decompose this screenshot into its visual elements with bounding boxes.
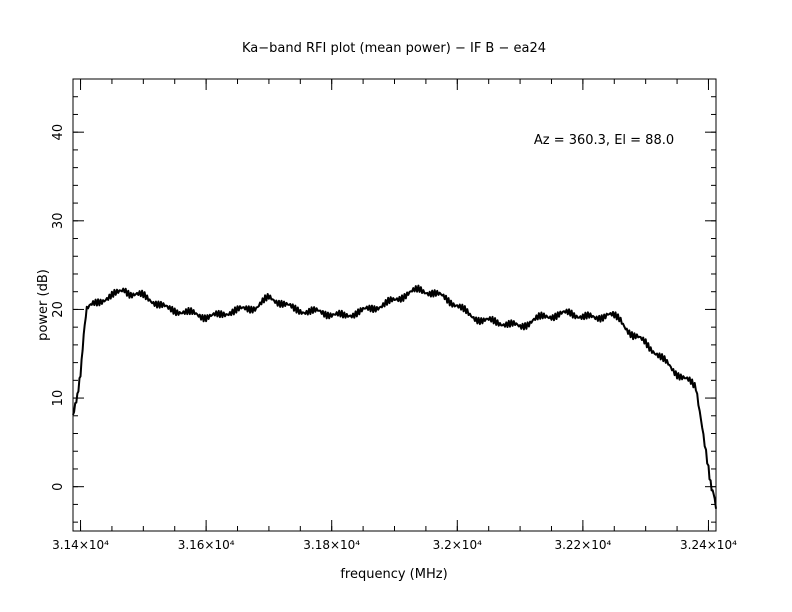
y-tick-label: 40 [51,124,66,141]
x-axis-ticks [80,79,709,531]
az-el-annotation: Az = 360.3, El = 88.0 [534,133,674,148]
chart-title: Ka−band RFI plot (mean power) − IF B − e… [242,41,546,56]
x-tick-label: 3.18×10⁴ [303,538,360,552]
y-axis-tick-labels: 0 10 20 30 40 [51,124,66,491]
x-axis-label: frequency (MHz) [340,567,447,582]
y-axis-label: power (dB) [36,269,51,341]
x-tick-label: 3.16×10⁴ [178,538,235,552]
y-tick-label: 20 [51,301,66,318]
y-tick-label: 0 [51,483,66,491]
y-tick-label: 30 [51,213,66,230]
x-axis-tick-labels: 3.14×10⁴ 3.16×10⁴ 3.18×10⁴ 3.2×10⁴ 3.22×10⁴ 3… [52,538,737,552]
y-tick-label: 10 [51,390,66,407]
series-line-power [72,284,717,509]
x-tick-label: 3.22×10⁴ [554,538,611,552]
x-tick-label: 3.24×10⁴ [680,538,737,552]
x-tick-label: 3.14×10⁴ [52,538,109,552]
x-tick-label: 3.2×10⁴ [433,538,482,552]
